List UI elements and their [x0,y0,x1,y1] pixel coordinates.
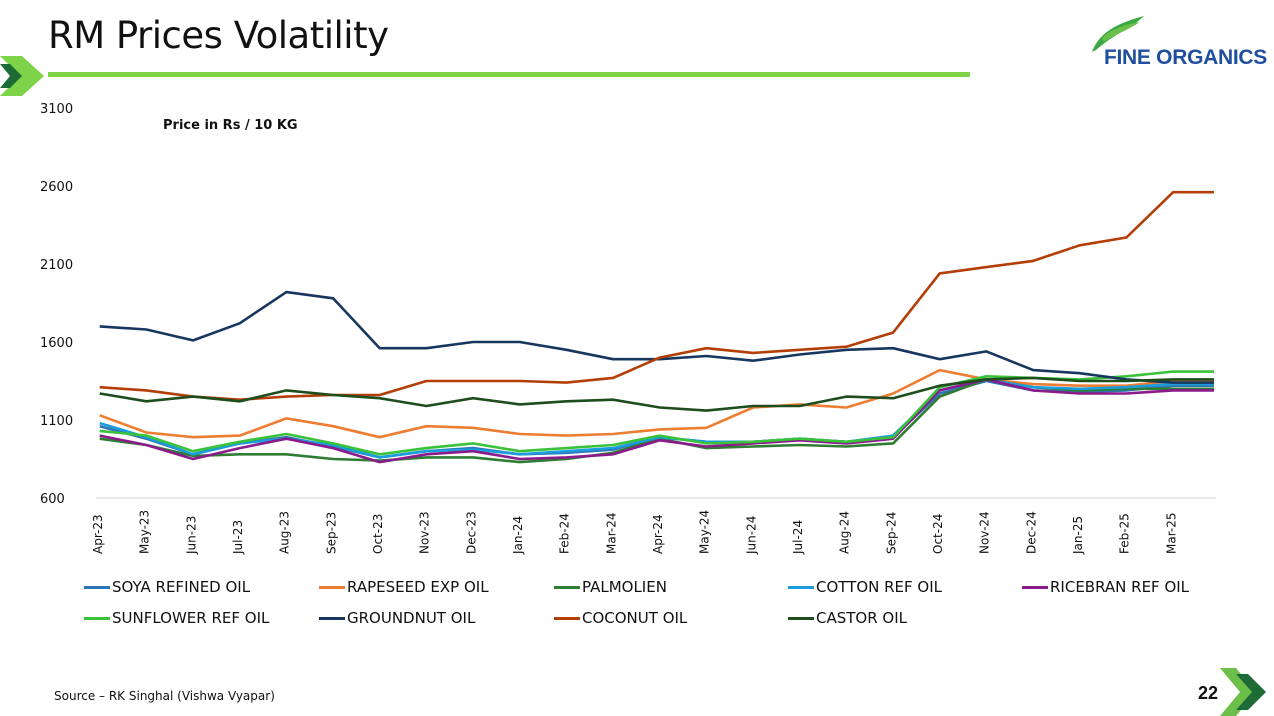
legend-swatch [319,616,345,620]
company-logo-text: FINE ORGANICS [1104,46,1267,69]
y-tick-label: 2100 [40,258,73,273]
legend-label: GROUNDNUT OIL [347,609,476,627]
x-tick-label: Apr-23 [91,514,105,554]
x-tick-label: Aug-23 [278,511,292,554]
y-tick-label: 1600 [40,336,73,351]
x-tick-label: Oct-23 [371,514,385,554]
x-tick-label: May-23 [138,510,152,554]
chart-annotation: Price in Rs / 10 KG [163,118,298,133]
legend-swatch [84,616,110,620]
y-tick-label: 3100 [40,102,73,117]
x-tick-label: Jan-25 [1071,516,1085,555]
x-tick-label: Mar-24 [604,513,618,554]
x-tick-label: Jan-24 [511,516,525,555]
chevron-right-icon [1220,668,1266,716]
x-tick-label: Aug-24 [838,511,852,554]
page-number: 22 [1198,683,1219,703]
chart-legend: SOYA REFINED OIL RAPESEED EXP OIL PALMOLIE… [84,578,1264,638]
source-note: Source – RK Singhal (Vishwa Vyapar) [54,689,275,703]
title-underline [48,72,970,77]
chevron-right-icon [0,56,44,96]
legend-label: COCONUT OIL [582,609,688,627]
x-tick-label: Sep-23 [324,512,338,554]
legend-swatch [554,616,580,620]
legend-swatch [84,585,110,589]
legend-item: SOYA REFINED OIL [84,578,250,596]
legend-label: COTTON REF OIL [816,578,943,596]
x-tick-label: Oct-24 [931,514,945,554]
legend-swatch [319,585,345,589]
legend-item: GROUNDNUT OIL [319,609,475,627]
x-tick-label: Feb-25 [1118,513,1132,554]
legend-item: CASTOR OIL [788,609,907,627]
x-tick-label: Feb-24 [558,513,572,554]
y-tick-label: 600 [40,492,65,507]
x-tick-label: Jun-24 [744,516,758,555]
x-tick-label: Nov-24 [978,511,992,554]
series-line-castor-oil [99,376,1214,412]
legend-label: PALMOLIEN [582,578,667,596]
x-tick-label: Jun-23 [184,516,198,555]
series-line-rapeseed-exp-oil [99,368,1214,439]
legend-label: CASTOR OIL [816,609,908,627]
legend-swatch [1022,585,1048,589]
legend-label: RAPESEED EXP OIL [347,578,489,596]
x-tick-label: Jul-24 [791,520,805,555]
series-line-ricebran-ref-oil [99,378,1214,464]
series-line-groundnut-oil [99,290,1214,384]
x-tick-label: Jul-23 [231,520,245,555]
legend-item: RAPESEED EXP OIL [319,578,489,596]
legend-label: SUNFLOWER REF OIL [112,609,270,627]
x-tick-label: Nov-23 [418,511,432,554]
x-tick-label: Dec-24 [1024,511,1038,554]
legend-item: RICEBRAN REF OIL [1022,578,1189,596]
legend-swatch [788,616,814,620]
legend-item: COTTON REF OIL [788,578,942,596]
x-tick-label: Dec-23 [464,511,478,554]
legend-label: SOYA REFINED OIL [112,578,251,596]
slide-title: RM Prices Volatility [48,14,389,57]
legend-item: SUNFLOWER REF OIL [84,609,269,627]
legend-swatch [788,585,814,589]
legend-item: COCONUT OIL [554,609,687,627]
legend-label: RICEBRAN REF OIL [1050,578,1190,596]
y-tick-label: 1100 [40,414,73,429]
x-tick-label: Sep-24 [884,512,898,554]
legend-item: PALMOLIEN [554,578,667,596]
line-chart: 600 1100 1600 2100 2600 3100 Apr-23 May-23 Jun-2… [40,102,1216,555]
series-line-coconut-oil [99,190,1214,402]
x-tick-label: Apr-24 [651,514,665,554]
leaf-logo-icon [1092,16,1144,52]
legend-swatch [554,585,580,589]
x-tick-label: May-24 [698,510,712,554]
x-tick-label: Mar-25 [1164,513,1178,554]
y-tick-label: 2600 [40,180,73,195]
